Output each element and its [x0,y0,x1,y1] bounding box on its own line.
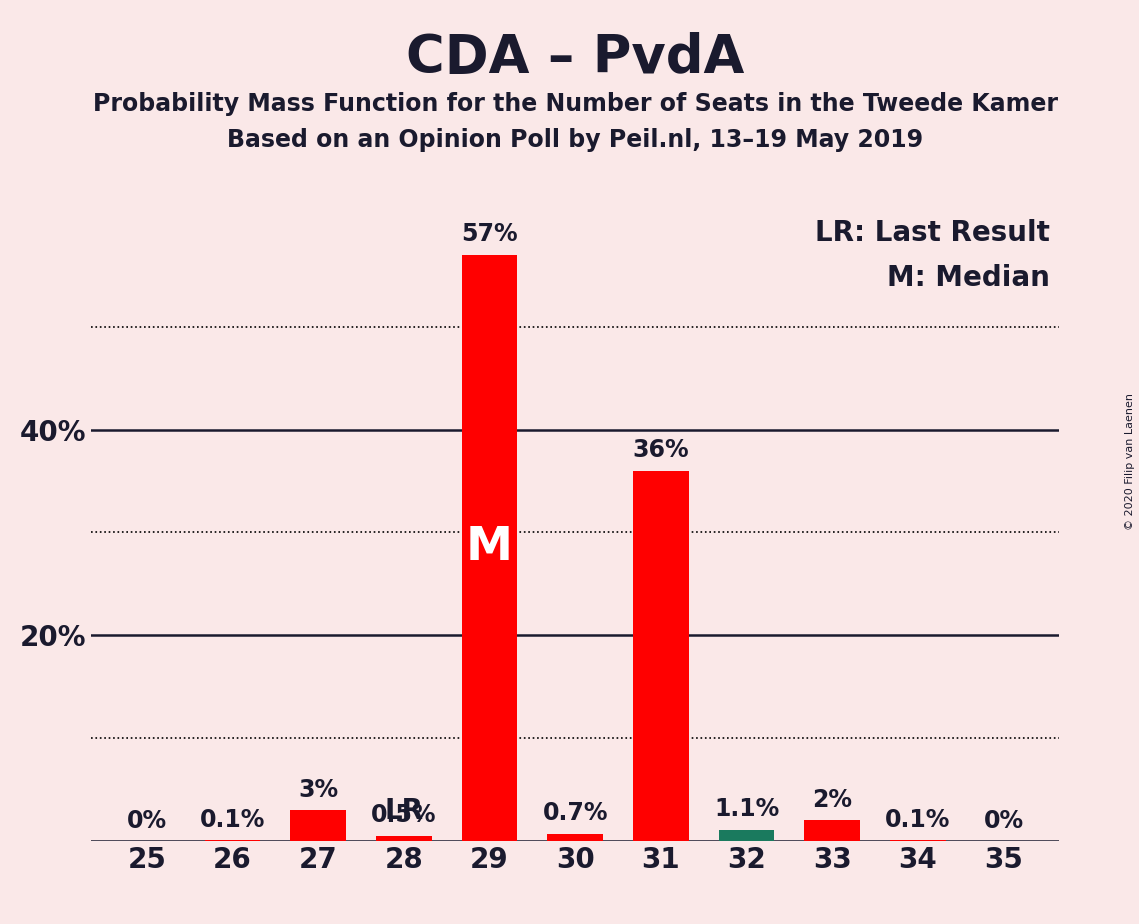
Text: M: M [466,525,513,570]
Bar [548,833,603,841]
Text: 0.5%: 0.5% [371,804,436,828]
Bar [376,835,432,841]
Text: 57%: 57% [461,223,518,247]
Text: 0%: 0% [126,808,167,833]
Text: Probability Mass Function for the Number of Seats in the Tweede Kamer: Probability Mass Function for the Number… [92,92,1058,116]
Bar [804,821,860,841]
Text: 0.1%: 0.1% [885,808,951,832]
Bar [290,810,346,841]
Bar [205,840,261,841]
Text: 36%: 36% [632,438,689,462]
Bar [890,840,945,841]
Bar [376,835,432,841]
Bar [719,830,775,841]
Text: CDA – PvdA: CDA – PvdA [405,32,745,84]
Text: Based on an Opinion Poll by Peil.nl, 13–19 May 2019: Based on an Opinion Poll by Peil.nl, 13–… [227,128,924,152]
Text: 0.7%: 0.7% [542,801,608,825]
Text: 0.1%: 0.1% [199,808,265,832]
Text: 0%: 0% [983,808,1024,833]
Text: LR: Last Result: LR: Last Result [814,219,1049,248]
Bar [633,470,689,841]
Text: LR: LR [384,797,424,825]
Text: 1.1%: 1.1% [714,797,779,821]
Text: 2%: 2% [812,788,852,812]
Text: © 2020 Filip van Laenen: © 2020 Filip van Laenen [1125,394,1134,530]
Text: 3%: 3% [298,778,338,802]
Text: M: Median: M: Median [887,264,1049,292]
Bar [548,833,603,841]
Bar [461,255,517,841]
Bar [461,833,517,841]
